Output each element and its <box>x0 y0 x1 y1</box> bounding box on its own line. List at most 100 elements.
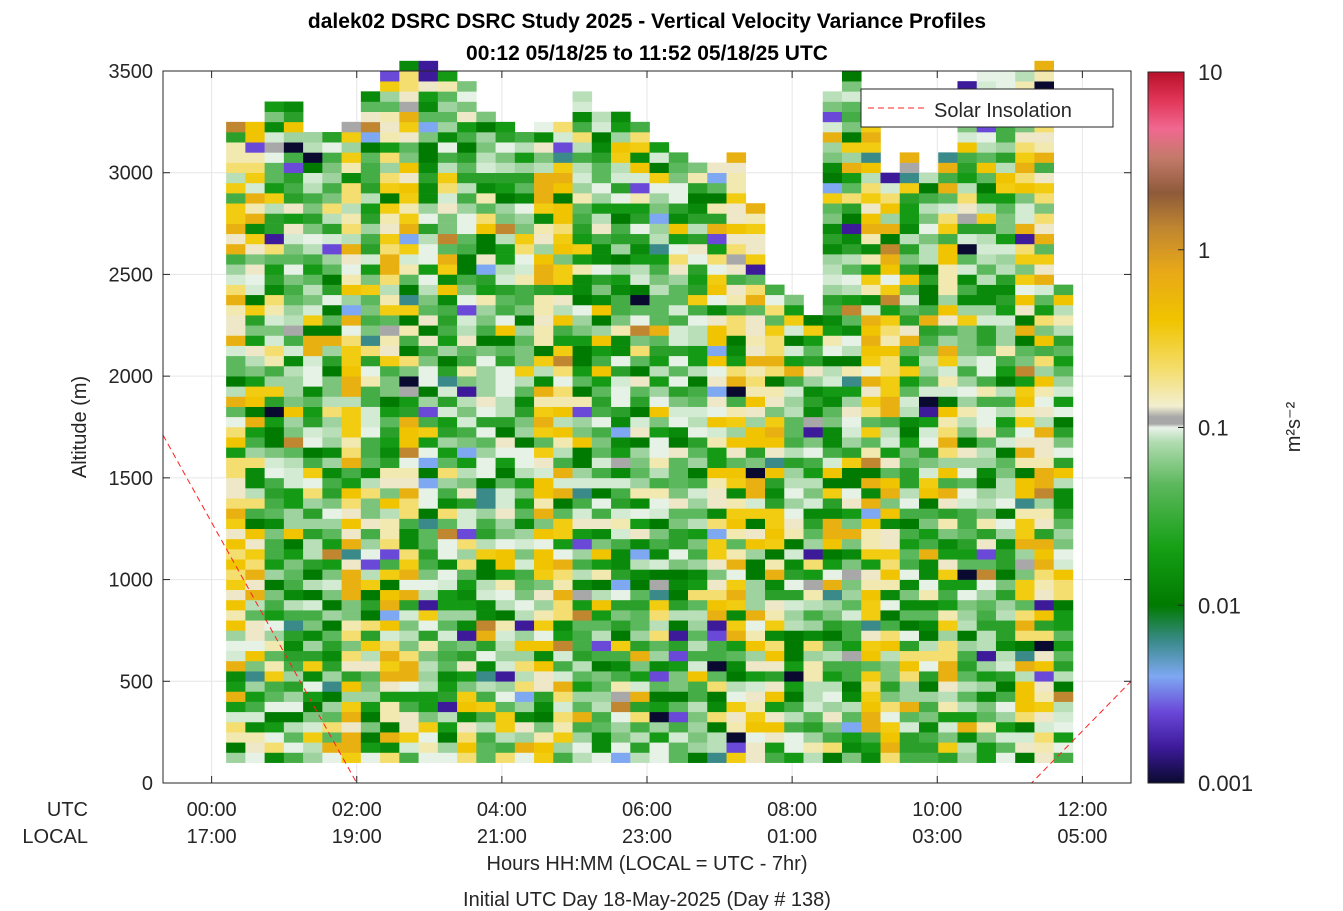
heatmap-cell <box>534 579 554 591</box>
heatmap-cell <box>938 335 958 346</box>
heatmap-cell <box>591 223 612 235</box>
heatmap-cell <box>360 630 381 641</box>
heatmap-cell <box>726 559 747 570</box>
heatmap-cell <box>976 671 997 682</box>
heatmap-cell <box>264 284 285 296</box>
heatmap-cell <box>649 335 670 346</box>
heatmap-cell <box>957 254 978 265</box>
heatmap-cell <box>880 630 901 641</box>
heatmap-cell <box>399 345 419 357</box>
heatmap-cell <box>245 172 265 184</box>
heatmap-cell <box>726 518 747 530</box>
heatmap-cell <box>283 365 304 377</box>
heatmap-cell <box>534 335 554 346</box>
heatmap-cell <box>918 711 939 723</box>
heatmap-cell <box>360 498 381 509</box>
heatmap-cell <box>688 427 708 438</box>
heatmap-cell <box>591 386 612 397</box>
heatmap-cell <box>1034 701 1055 713</box>
heatmap-cell <box>841 488 862 499</box>
heatmap-cell <box>572 671 593 682</box>
heatmap-cell <box>399 71 419 82</box>
heatmap-cell <box>611 498 631 509</box>
heatmap-cell <box>495 396 516 407</box>
heatmap-cell <box>360 152 381 163</box>
heatmap-cell <box>630 671 650 682</box>
heatmap-cell <box>899 518 920 530</box>
heatmap-cell <box>380 172 400 184</box>
heatmap-cell <box>745 264 766 275</box>
heatmap-cell <box>1015 660 1035 672</box>
heatmap-cell <box>572 457 593 468</box>
heatmap-cell <box>707 752 727 763</box>
heatmap-cell <box>534 304 554 316</box>
heatmap-cell <box>995 518 1016 530</box>
heatmap-cell <box>418 549 439 560</box>
heatmap-cell <box>976 81 997 92</box>
heatmap-cell <box>495 620 516 631</box>
heatmap-cell <box>226 223 246 235</box>
heatmap-cell <box>476 152 496 163</box>
heatmap-cell <box>457 142 477 153</box>
heatmap-cell <box>380 376 400 387</box>
heatmap-cell <box>976 681 997 692</box>
heatmap-cell <box>245 152 265 163</box>
heatmap-cell <box>726 711 747 723</box>
heatmap-cell <box>226 254 246 265</box>
heatmap-cell <box>995 732 1016 743</box>
heatmap-cell <box>303 691 323 702</box>
heatmap-cell <box>476 447 496 458</box>
heatmap-cell <box>457 447 477 458</box>
heatmap-cell <box>707 671 727 682</box>
heatmap-cell <box>226 508 246 519</box>
heatmap-cell <box>553 254 573 265</box>
heatmap-cell <box>245 325 265 336</box>
heatmap-cell <box>995 335 1016 346</box>
heatmap-cell <box>245 569 265 580</box>
heatmap-cell <box>630 508 650 519</box>
heatmap-cell <box>534 365 554 377</box>
heatmap-cell <box>861 650 881 662</box>
heatmap-cell <box>688 721 708 733</box>
heatmap-cell <box>918 498 939 509</box>
heatmap-cell <box>572 325 593 336</box>
heatmap-cell <box>726 528 747 540</box>
heatmap-cell <box>918 213 939 224</box>
heatmap-cell <box>495 386 516 397</box>
heatmap-cell <box>841 508 862 519</box>
heatmap-cell <box>745 610 766 621</box>
heatmap-cell <box>322 386 342 397</box>
heatmap-cell <box>1015 284 1035 296</box>
heatmap-cell <box>1053 742 1074 753</box>
heatmap-cell <box>841 254 862 265</box>
heatmap-cell <box>1053 325 1074 336</box>
heatmap-cell <box>1015 386 1035 397</box>
heatmap-cell <box>264 213 285 224</box>
heatmap-cell <box>1015 345 1035 357</box>
heatmap-cell <box>841 71 862 82</box>
heatmap-cell <box>611 559 631 570</box>
heatmap-cell <box>611 650 631 662</box>
heatmap-cell <box>360 721 381 733</box>
heatmap-cell <box>630 650 650 662</box>
heatmap-cell <box>418 437 439 448</box>
heatmap-cell <box>245 315 265 326</box>
heatmap-cell <box>1015 427 1035 438</box>
heatmap-cell <box>572 223 593 235</box>
heatmap-cell <box>380 528 400 540</box>
heatmap-cell <box>803 721 824 733</box>
heatmap-cell <box>938 620 958 631</box>
heatmap-cell <box>572 91 593 102</box>
heatmap-cell <box>938 365 958 377</box>
heatmap-cell <box>476 681 496 692</box>
heatmap-cell <box>418 681 439 692</box>
x-tick-label-utc: 06:00 <box>622 799 672 821</box>
heatmap-cell <box>880 203 901 214</box>
heatmap-cell <box>957 518 978 530</box>
heatmap-cell <box>707 304 727 316</box>
heatmap-cell <box>611 599 631 611</box>
heatmap-cell <box>341 376 362 387</box>
heatmap-cell <box>976 365 997 377</box>
heatmap-cell <box>591 182 612 194</box>
heatmap-cell <box>495 406 516 418</box>
